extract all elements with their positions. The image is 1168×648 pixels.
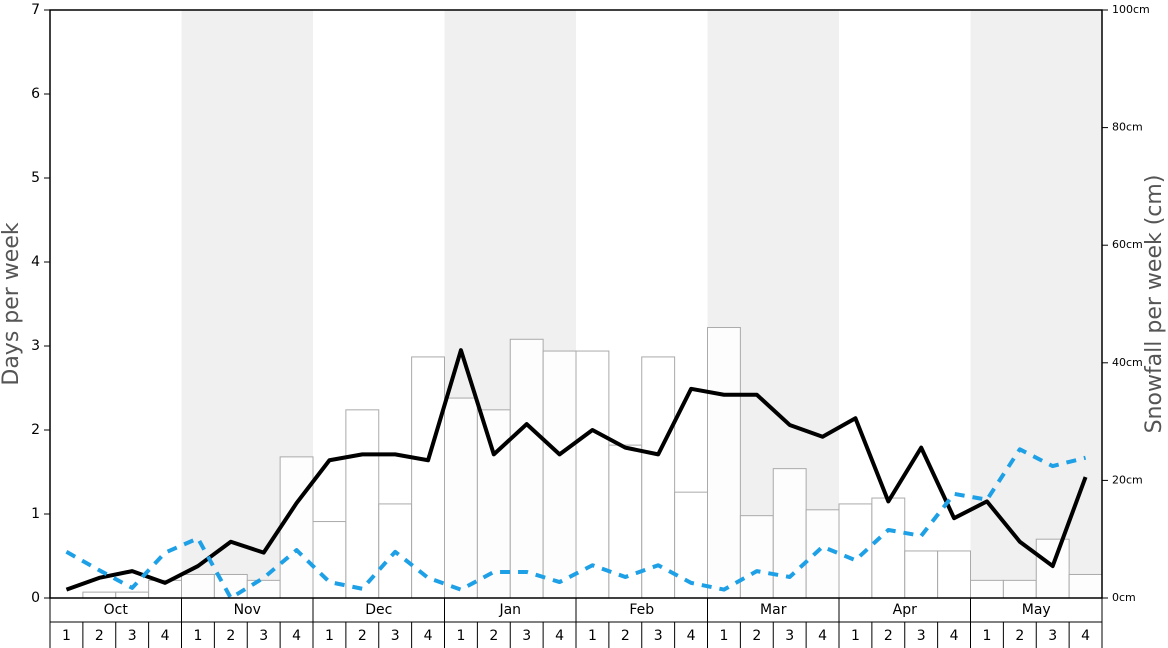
x-tick-label: 1 xyxy=(588,628,597,644)
x-tick-label: 4 xyxy=(161,628,170,644)
y-tick-label: 2 xyxy=(31,422,40,438)
month-label: Dec xyxy=(365,602,392,618)
month-shade xyxy=(970,10,1102,598)
bar xyxy=(542,350,577,599)
x-tick-label: 1 xyxy=(456,628,465,644)
bar xyxy=(707,327,741,599)
month-label: Oct xyxy=(104,602,129,618)
y-tick-label: 3 xyxy=(31,338,40,354)
x-tick-label: 4 xyxy=(818,628,827,644)
bar xyxy=(82,591,117,599)
month-label: Feb xyxy=(629,602,654,618)
line xyxy=(65,447,1087,600)
x-tick-label: 4 xyxy=(424,628,433,644)
x-tick-label: 1 xyxy=(851,628,860,644)
x-tick-label: 2 xyxy=(884,628,893,644)
x-tick-label: 4 xyxy=(1081,628,1090,644)
x-tick-label: 3 xyxy=(259,628,268,644)
month-label: Nov xyxy=(234,602,261,618)
bar xyxy=(575,350,610,599)
bar xyxy=(1002,579,1037,599)
y-tick-label: 7 xyxy=(31,2,40,18)
bar xyxy=(444,397,478,599)
x-tick-label: 4 xyxy=(292,628,301,644)
bar xyxy=(904,550,939,599)
bar xyxy=(509,338,544,599)
bar xyxy=(970,579,1004,599)
x-tick-label: 4 xyxy=(555,628,564,644)
y-tick-label: 1 xyxy=(31,506,40,522)
bar xyxy=(739,515,774,599)
bar xyxy=(674,491,708,599)
month-label: May xyxy=(1022,602,1051,618)
x-tick-label: 2 xyxy=(489,628,498,644)
month-label: Jan xyxy=(498,602,521,618)
bar xyxy=(312,521,347,599)
x-tick-label: 3 xyxy=(785,628,794,644)
x-tick-label: 1 xyxy=(982,628,991,644)
month-label: Apr xyxy=(893,602,917,618)
x-tick-label: 3 xyxy=(128,628,137,644)
bar xyxy=(805,509,840,599)
bar xyxy=(937,550,971,599)
y2-axis-title: Snowfall per week (cm) xyxy=(1142,175,1167,434)
x-tick-label: 2 xyxy=(226,628,235,644)
bar xyxy=(1068,573,1103,599)
background xyxy=(181,10,1102,598)
x-tick-label: 4 xyxy=(950,628,959,644)
x-tick-label: 1 xyxy=(719,628,728,644)
x-tick-label: 3 xyxy=(1048,628,1057,644)
bar xyxy=(871,497,906,599)
bar xyxy=(181,573,215,599)
x-tick-label: 2 xyxy=(621,628,630,644)
bar xyxy=(345,409,380,599)
x-tick-label: 3 xyxy=(391,628,400,644)
x-tick-label: 1 xyxy=(62,628,71,644)
y-tick-label: 4 xyxy=(31,254,40,270)
bar xyxy=(279,456,314,599)
x-tick-label: 3 xyxy=(522,628,531,644)
bar xyxy=(115,591,150,599)
x-tick-label: 3 xyxy=(917,628,926,644)
bar xyxy=(641,356,676,599)
y2-tick-label: 100cm xyxy=(1112,3,1150,16)
x-tick-label: 1 xyxy=(325,628,334,644)
y2-tick-label: 0cm xyxy=(1112,591,1136,604)
x-tick-label: 2 xyxy=(752,628,761,644)
x-tick-label: 3 xyxy=(654,628,663,644)
x-tick-label: 1 xyxy=(193,628,202,644)
y-tick-label: 0 xyxy=(31,590,40,606)
bar xyxy=(1035,538,1070,599)
y2-tick-label: 60cm xyxy=(1112,238,1143,251)
month-label: Mar xyxy=(760,602,787,618)
bar xyxy=(411,356,445,599)
bar xyxy=(476,409,511,599)
x-tick-label: 2 xyxy=(358,628,367,644)
y-axis-title: Days per week xyxy=(0,222,24,385)
y2-tick-label: 80cm xyxy=(1112,121,1143,134)
y2-tick-label: 40cm xyxy=(1112,356,1143,369)
y-tick-label: 6 xyxy=(31,86,40,102)
x-tick-label: 4 xyxy=(687,628,696,644)
x-tick-label: 2 xyxy=(95,628,104,644)
y2-tick-label: 20cm xyxy=(1112,473,1143,486)
line xyxy=(65,348,1088,592)
x-tick-label: 2 xyxy=(1015,628,1024,644)
y-tick-label: 5 xyxy=(31,170,40,186)
